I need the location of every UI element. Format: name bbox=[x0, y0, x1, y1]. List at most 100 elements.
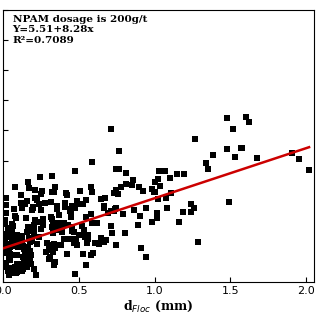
Point bbox=[180, 210, 185, 215]
Point bbox=[8, 258, 13, 263]
Point bbox=[64, 252, 69, 257]
Point bbox=[12, 184, 17, 189]
Point bbox=[24, 265, 29, 270]
Point bbox=[34, 220, 39, 225]
Point bbox=[113, 167, 118, 172]
Point bbox=[122, 231, 127, 236]
Point bbox=[153, 189, 158, 195]
Point bbox=[83, 198, 88, 203]
Point bbox=[13, 244, 18, 249]
Point bbox=[101, 206, 106, 211]
Point bbox=[89, 252, 94, 257]
Point bbox=[84, 214, 89, 220]
Point bbox=[149, 187, 154, 192]
Point bbox=[74, 202, 79, 207]
Point bbox=[18, 240, 23, 245]
Point bbox=[56, 226, 61, 231]
Point bbox=[131, 178, 136, 183]
Point bbox=[307, 167, 312, 172]
Point bbox=[158, 183, 163, 188]
Point bbox=[70, 227, 75, 232]
Point bbox=[10, 228, 15, 233]
Point bbox=[31, 222, 36, 227]
Point bbox=[68, 215, 74, 220]
Point bbox=[3, 218, 8, 223]
Point bbox=[290, 150, 295, 155]
Point bbox=[14, 252, 19, 258]
Point bbox=[230, 127, 236, 132]
Point bbox=[11, 239, 16, 244]
Point bbox=[6, 226, 11, 231]
Point bbox=[18, 262, 23, 267]
Point bbox=[48, 243, 53, 248]
Point bbox=[17, 262, 22, 267]
Point bbox=[149, 219, 155, 224]
Point bbox=[92, 240, 98, 245]
Point bbox=[232, 155, 237, 160]
Point bbox=[114, 188, 119, 193]
Point bbox=[116, 191, 121, 196]
Point bbox=[81, 202, 86, 207]
Point bbox=[18, 200, 23, 205]
Point bbox=[69, 209, 74, 214]
Point bbox=[98, 236, 103, 241]
Point bbox=[7, 244, 12, 249]
Point bbox=[51, 248, 56, 253]
Point bbox=[5, 241, 10, 246]
Point bbox=[89, 220, 94, 225]
Point bbox=[28, 255, 33, 260]
Point bbox=[167, 176, 172, 181]
Point bbox=[124, 170, 129, 175]
Point bbox=[20, 244, 25, 249]
Point bbox=[33, 187, 38, 192]
Point bbox=[43, 249, 48, 254]
Point bbox=[28, 237, 33, 242]
Point bbox=[109, 209, 114, 214]
Point bbox=[47, 244, 52, 249]
Point bbox=[73, 169, 78, 174]
Point bbox=[44, 240, 49, 245]
Point bbox=[28, 253, 33, 258]
Point bbox=[104, 237, 109, 242]
Point bbox=[42, 200, 47, 205]
Point bbox=[49, 225, 54, 230]
Point bbox=[81, 252, 86, 257]
Point bbox=[58, 243, 63, 248]
Point bbox=[102, 195, 108, 200]
Point bbox=[61, 222, 67, 228]
Point bbox=[135, 222, 140, 227]
Point bbox=[14, 271, 19, 276]
Point bbox=[14, 269, 20, 274]
Point bbox=[3, 260, 8, 266]
Point bbox=[71, 229, 76, 234]
Point bbox=[117, 149, 122, 154]
Point bbox=[29, 208, 34, 213]
Point bbox=[163, 169, 168, 174]
Point bbox=[90, 190, 95, 195]
Point bbox=[15, 238, 20, 243]
Point bbox=[31, 206, 36, 211]
Point bbox=[39, 188, 44, 194]
Point bbox=[69, 229, 75, 234]
Point bbox=[111, 209, 116, 214]
Point bbox=[169, 190, 174, 196]
Point bbox=[154, 210, 159, 215]
Point bbox=[67, 207, 72, 212]
Point bbox=[164, 195, 169, 200]
Point bbox=[27, 185, 32, 190]
Point bbox=[36, 234, 42, 239]
Point bbox=[26, 229, 31, 234]
Point bbox=[3, 265, 8, 270]
Point bbox=[4, 261, 9, 266]
Point bbox=[210, 152, 215, 157]
Point bbox=[31, 204, 36, 209]
Point bbox=[110, 230, 115, 236]
Point bbox=[203, 161, 208, 166]
Point bbox=[49, 190, 54, 195]
Point bbox=[84, 237, 90, 242]
Point bbox=[29, 253, 34, 258]
Point bbox=[9, 266, 14, 271]
Point bbox=[9, 221, 14, 227]
Point bbox=[56, 212, 61, 217]
Point bbox=[10, 235, 15, 240]
